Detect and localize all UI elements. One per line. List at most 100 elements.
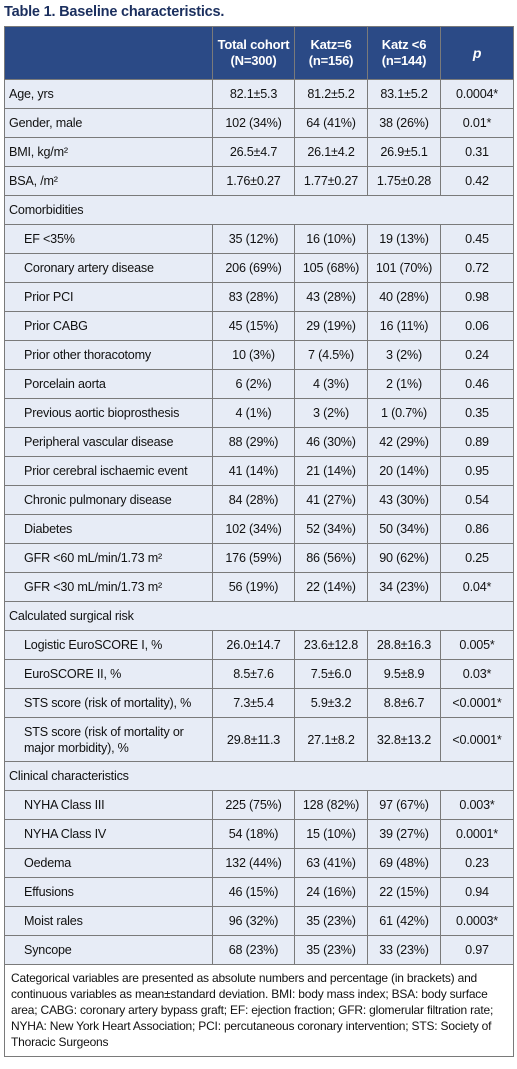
- table-row: Coronary artery disease 206 (69%) 105 (68%…: [4, 253, 514, 283]
- table-row: Gender, male 102 (34%) 64 (41%) 38 (26%) 0.0…: [4, 108, 514, 138]
- cell-total-cohort: 88 (29%): [212, 427, 295, 457]
- cell-p-value: 0.97: [440, 935, 514, 965]
- cell-katz6: 16 (10%): [294, 224, 368, 254]
- cell-total-cohort: 26.0±14.7: [212, 630, 295, 660]
- header-variable: [4, 26, 213, 80]
- table-row: Syncope 68 (23%) 35 (23%) 33 (23%) 0.97: [4, 935, 514, 965]
- footnote-row: Categorical variables are presented as a…: [4, 964, 514, 1057]
- row-label: Prior cerebral ischaemic event: [4, 456, 213, 486]
- cell-p-value: 0.54: [440, 485, 514, 515]
- cell-total-cohort: 6 (2%): [212, 369, 295, 399]
- cell-katz6: 52 (34%): [294, 514, 368, 544]
- table-row: Previous aortic bioprosthesis 4 (1%) 3 (2%…: [4, 398, 514, 428]
- cell-katz-lt6: 9.5±8.9: [367, 659, 441, 689]
- cell-p-value: 0.0003*: [440, 906, 514, 936]
- cell-katz-lt6: 101 (70%): [367, 253, 441, 283]
- table-row: Prior CABG 45 (15%) 29 (19%) 16 (11%) 0.06: [4, 311, 514, 341]
- row-label-line2: major morbidity), %: [24, 740, 129, 755]
- cell-p-value: 0.005*: [440, 630, 514, 660]
- cell-total-cohort: 68 (23%): [212, 935, 295, 965]
- cell-total-cohort: 225 (75%): [212, 790, 295, 820]
- table-row: Porcelain aorta 6 (2%) 4 (3%) 2 (1%) 0.46: [4, 369, 514, 399]
- header-katz-lt6-line1: Katz <6: [381, 37, 427, 52]
- section-header: Calculated surgical risk: [4, 601, 514, 631]
- cell-katz-lt6: 34 (23%): [367, 572, 441, 602]
- cell-katz6: 24 (16%): [294, 877, 368, 907]
- row-label: STS score (risk of mortality), %: [4, 688, 213, 718]
- row-label: Chronic pulmonary disease: [4, 485, 213, 515]
- cell-p-value: 0.94: [440, 877, 514, 907]
- cell-katz6: 63 (41%): [294, 848, 368, 878]
- cell-katz-lt6: 38 (26%): [367, 108, 441, 138]
- cell-katz6: 128 (82%): [294, 790, 368, 820]
- table-row: Chronic pulmonary disease 84 (28%) 41 (27%…: [4, 485, 514, 515]
- header-katz6-line2: (n=156): [308, 53, 354, 68]
- cell-katz-lt6: 26.9±5.1: [367, 137, 441, 167]
- row-label: EuroSCORE II, %: [4, 659, 213, 689]
- row-label: NYHA Class IV: [4, 819, 213, 849]
- row-label: Effusions: [4, 877, 213, 907]
- table-row: Effusions 46 (15%) 24 (16%) 22 (15%) 0.94: [4, 877, 514, 907]
- cell-p-value: 0.95: [440, 456, 514, 486]
- cell-total-cohort: 26.5±4.7: [212, 137, 295, 167]
- table-footnote: Categorical variables are presented as a…: [4, 964, 514, 1057]
- cell-p-value: 0.45: [440, 224, 514, 254]
- header-katz-lt6-line2: (n=144): [381, 53, 427, 68]
- table-caption: Table 1. Baseline characteristics.: [4, 4, 225, 20]
- cell-total-cohort: 7.3±5.4: [212, 688, 295, 718]
- header-total-cohort-line1: Total cohort: [217, 37, 290, 52]
- cell-total-cohort: 132 (44%): [212, 848, 295, 878]
- cell-katz-lt6: 61 (42%): [367, 906, 441, 936]
- table-row: EuroSCORE II, % 8.5±7.6 7.5±6.0 9.5±8.9 0.03…: [4, 659, 514, 689]
- cell-total-cohort: 96 (32%): [212, 906, 295, 936]
- cell-katz6: 23.6±12.8: [294, 630, 368, 660]
- cell-p-value: 0.25: [440, 543, 514, 573]
- cell-p-value: 0.72: [440, 253, 514, 283]
- cell-total-cohort: 56 (19%): [212, 572, 295, 602]
- row-label: Porcelain aorta: [4, 369, 213, 399]
- cell-katz-lt6: 40 (28%): [367, 282, 441, 312]
- cell-total-cohort: 102 (34%): [212, 108, 295, 138]
- cell-p-value: 0.98: [440, 282, 514, 312]
- header-katz6: Katz=6 (n=156): [294, 26, 368, 80]
- row-label: Prior PCI: [4, 282, 213, 312]
- table-row: STS score (risk of mortality), % 7.3±5.4 5…: [4, 688, 514, 718]
- cell-total-cohort: 8.5±7.6: [212, 659, 295, 689]
- cell-katz6: 22 (14%): [294, 572, 368, 602]
- row-label: GFR <60 mL/min/1.73 m²: [4, 543, 213, 573]
- cell-p-value: 0.003*: [440, 790, 514, 820]
- cell-katz6: 43 (28%): [294, 282, 368, 312]
- row-label-line1: STS score (risk of mortality or: [24, 724, 184, 739]
- row-label: Moist rales: [4, 906, 213, 936]
- header-katz6-line1: Katz=6: [310, 37, 352, 52]
- cell-p-value: 0.31: [440, 137, 514, 167]
- cell-katz6: 81.2±5.2: [294, 79, 368, 109]
- cell-katz-lt6: 16 (11%): [367, 311, 441, 341]
- table-row: Prior PCI 83 (28%) 43 (28%) 40 (28%) 0.98: [4, 282, 514, 312]
- cell-katz6: 27.1±8.2: [294, 717, 368, 762]
- table-row: EF <35% 35 (12%) 16 (10%) 19 (13%) 0.45: [4, 224, 514, 254]
- table-row: BMI, kg/m² 26.5±4.7 26.1±4.2 26.9±5.1 0.31: [4, 137, 514, 167]
- cell-katz6: 1.77±0.27: [294, 166, 368, 196]
- row-label: NYHA Class III: [4, 790, 213, 820]
- cell-katz-lt6: 19 (13%): [367, 224, 441, 254]
- section-header: Comorbidities: [4, 195, 514, 225]
- cell-total-cohort: 29.8±11.3: [212, 717, 295, 762]
- cell-katz-lt6: 32.8±13.2: [367, 717, 441, 762]
- cell-total-cohort: 1.76±0.27: [212, 166, 295, 196]
- cell-katz-lt6: 3 (2%): [367, 340, 441, 370]
- cell-p-value: 0.46: [440, 369, 514, 399]
- cell-katz-lt6: 69 (48%): [367, 848, 441, 878]
- cell-katz-lt6: 83.1±5.2: [367, 79, 441, 109]
- cell-total-cohort: 45 (15%): [212, 311, 295, 341]
- table-header-row: Total cohort (N=300) Katz=6 (n=156) Katz <…: [4, 26, 514, 80]
- cell-p-value: 0.23: [440, 848, 514, 878]
- row-label: Gender, male: [4, 108, 213, 138]
- section-header-row: Clinical characteristics: [4, 761, 514, 791]
- cell-katz-lt6: 43 (30%): [367, 485, 441, 515]
- cell-p-value: 0.06: [440, 311, 514, 341]
- table-row: BSA, /m² 1.76±0.27 1.77±0.27 1.75±0.28 0.42: [4, 166, 514, 196]
- section-header: Clinical characteristics: [4, 761, 514, 791]
- cell-katz6: 3 (2%): [294, 398, 368, 428]
- section-header-row: Calculated surgical risk: [4, 601, 514, 631]
